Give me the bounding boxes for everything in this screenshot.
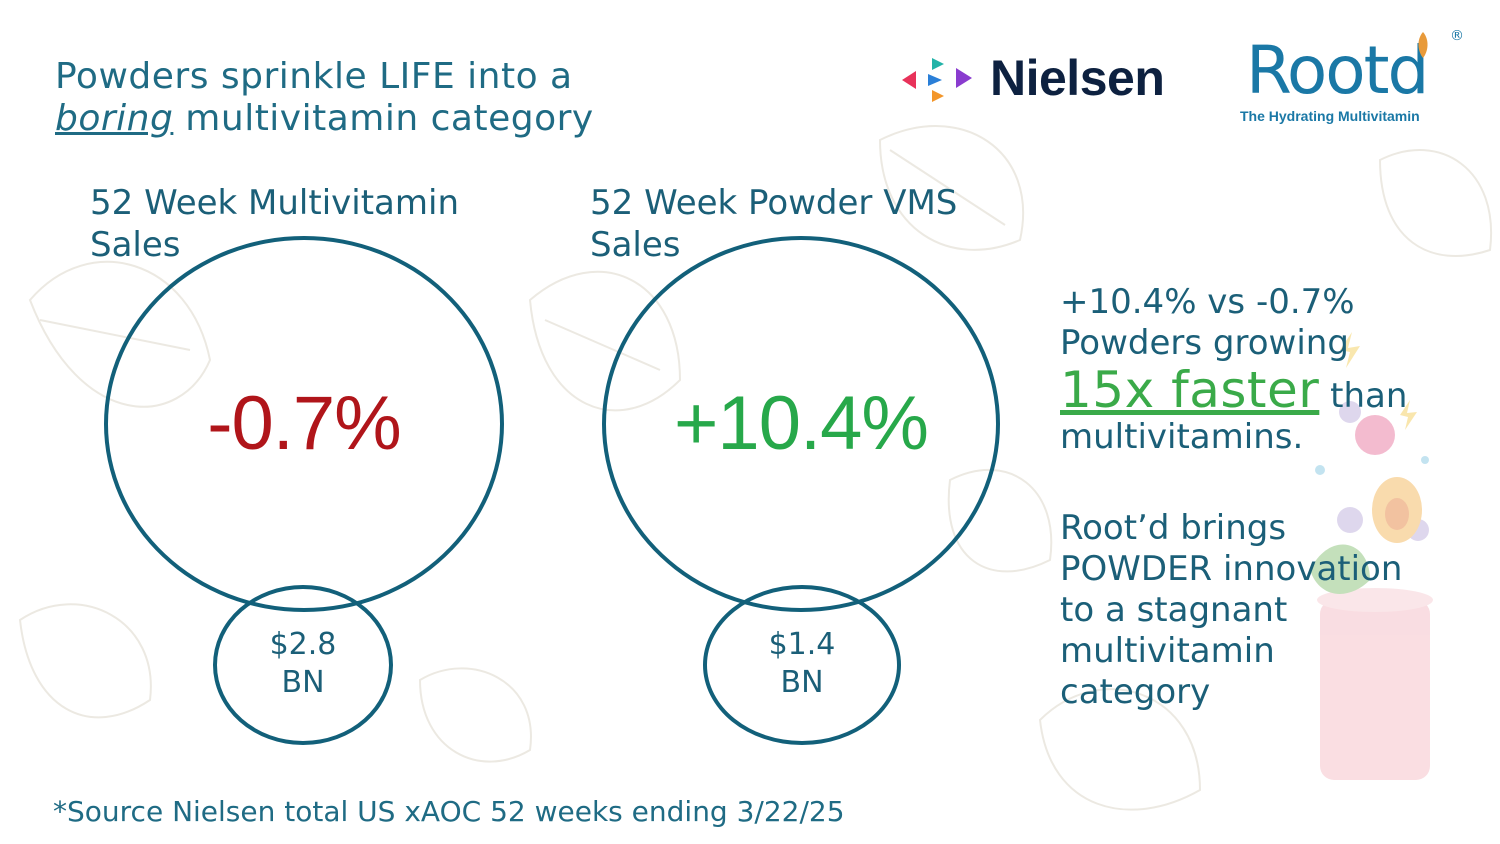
callout-line-3-rest: than xyxy=(1319,376,1408,416)
rootd-tagline: The Hydrating Multivitamin xyxy=(1240,108,1420,124)
multivitamin-heading-line-1: 52 Week Multivitamin xyxy=(90,183,459,223)
title-line-2: multivitamin category xyxy=(173,98,594,139)
smoothie-illustration xyxy=(1310,332,1433,780)
rootd-wordmark: Rootd xyxy=(1246,32,1429,109)
title-emphasis: boring xyxy=(55,98,174,139)
powder-growth-value: +10.4% xyxy=(674,381,929,466)
nielsen-logo: Nielsen xyxy=(898,50,1198,106)
powder-vms-sales-heading: 52 Week Powder VMS Sales xyxy=(590,182,957,266)
powder-heading-line-2: Sales xyxy=(590,225,681,265)
nielsen-mark-icon xyxy=(902,58,972,102)
innovation-line-4: multivitamin xyxy=(1060,631,1275,671)
powder-heading-line-1: 52 Week Powder VMS xyxy=(590,183,958,223)
powder-amount-value: $1.4 xyxy=(768,627,836,662)
rootd-innovation-callout: Root’d brings POWDER innovation to a sta… xyxy=(1060,508,1402,713)
title-line-1: Powders sprinkle LIFE into a xyxy=(55,56,573,97)
innovation-line-2: POWDER innovation xyxy=(1060,549,1403,589)
callout-line-2: Powders growing xyxy=(1060,323,1349,363)
innovation-line-3: to a stagnant xyxy=(1060,590,1288,630)
multivitamin-sales-heading: 52 Week Multivitamin Sales xyxy=(90,182,459,266)
innovation-line-1: Root’d brings xyxy=(1060,508,1287,548)
powder-sales-circle xyxy=(703,585,901,745)
growth-multiplier-highlight: 15x faster xyxy=(1060,361,1320,419)
growth-comparison-callout: +10.4% vs -0.7% Powders growing 15x fast… xyxy=(1060,282,1407,458)
powder-amount-unit: BN xyxy=(780,665,824,700)
multivitamin-amount-value: $2.8 xyxy=(269,627,337,662)
page-title: Powders sprinkle LIFE into a boring mult… xyxy=(55,56,594,140)
registered-mark: ® xyxy=(1450,28,1464,44)
nielsen-wordmark: Nielsen xyxy=(990,50,1165,106)
innovation-line-5: category xyxy=(1060,672,1211,712)
powder-sales-amount: $1.4 BN xyxy=(712,626,892,702)
callout-line-4: multivitamins. xyxy=(1060,417,1304,457)
multivitamin-heading-line-2: Sales xyxy=(90,225,181,265)
rootd-logo: Rootd ® The Hydrating Multivitamin xyxy=(1240,28,1470,128)
multivitamin-growth-value: -0.7% xyxy=(207,381,402,466)
source-footnote: *Source Nielsen total US xAOC 52 weeks e… xyxy=(53,795,845,828)
growth-comparison: +10.4% vs -0.7% xyxy=(1060,282,1355,322)
multivitamin-sales-amount: $2.8 BN xyxy=(213,626,393,702)
leaf-icon xyxy=(1418,32,1428,58)
multivitamin-sales-circle xyxy=(213,585,393,745)
multivitamin-amount-unit: BN xyxy=(281,665,325,700)
